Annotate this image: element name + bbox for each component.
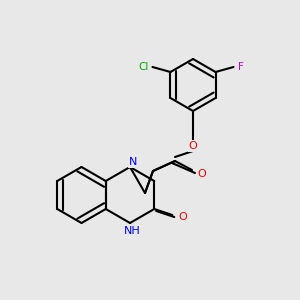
Text: N: N — [129, 157, 137, 167]
Text: Cl: Cl — [138, 62, 149, 72]
Text: O: O — [189, 141, 197, 151]
Text: O: O — [198, 169, 206, 179]
Text: F: F — [238, 62, 244, 72]
Text: O: O — [179, 212, 188, 222]
Text: NH: NH — [124, 226, 140, 236]
